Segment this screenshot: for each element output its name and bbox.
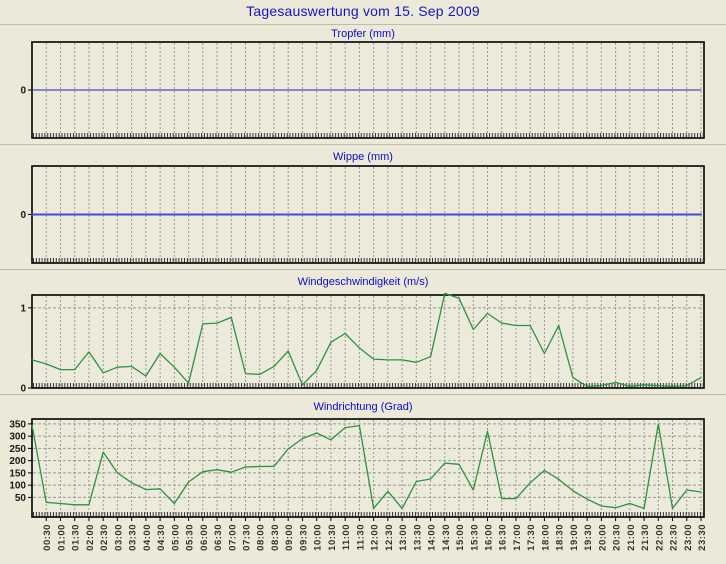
svg-text:07:30: 07:30: [242, 524, 253, 551]
svg-text:15:00: 15:00: [455, 524, 466, 551]
svg-text:02:30: 02:30: [99, 524, 110, 551]
svg-text:300: 300: [9, 432, 26, 443]
svg-text:09:30: 09:30: [298, 524, 309, 551]
svg-text:100: 100: [9, 481, 26, 492]
svg-text:17:30: 17:30: [526, 524, 537, 551]
svg-text:23:30: 23:30: [697, 524, 708, 551]
separator-line: [0, 269, 726, 271]
svg-text:150: 150: [9, 468, 26, 479]
svg-text:11:30: 11:30: [355, 524, 366, 550]
svg-text:350: 350: [9, 419, 26, 430]
svg-text:03:00: 03:00: [113, 524, 124, 551]
tropfer-panel: Tropfer (mm) 0: [0, 26, 726, 144]
svg-text:0: 0: [20, 384, 26, 395]
svg-text:10:00: 10:00: [313, 524, 324, 551]
svg-text:22:00: 22:00: [654, 524, 665, 551]
svg-text:18:30: 18:30: [555, 524, 566, 551]
svg-text:21:00: 21:00: [626, 524, 637, 551]
svg-text:200: 200: [9, 456, 26, 467]
svg-text:20:30: 20:30: [612, 524, 623, 551]
svg-text:14:30: 14:30: [441, 524, 452, 551]
wippe-panel: Wippe (mm) 0: [0, 146, 726, 269]
svg-text:09:00: 09:00: [284, 524, 295, 551]
svg-text:07:00: 07:00: [227, 524, 238, 551]
svg-text:02:00: 02:00: [85, 524, 96, 551]
separator-line: [0, 24, 726, 26]
winddirection-chart-title: Windrichtung (Grad): [313, 401, 413, 413]
svg-text:20:00: 20:00: [597, 524, 608, 551]
separator-line: [0, 144, 726, 146]
page-title: Tagesauswertung vom 15. Sep 2009: [246, 3, 480, 19]
svg-text:00:30: 00:30: [42, 524, 53, 551]
svg-text:03:30: 03:30: [128, 524, 139, 551]
svg-text:19:00: 19:00: [569, 524, 580, 551]
windspeed-chart: 01: [20, 292, 705, 395]
svg-text:1: 1: [20, 303, 26, 314]
svg-text:05:30: 05:30: [185, 524, 196, 551]
separator-line: [0, 394, 726, 396]
svg-text:0: 0: [20, 210, 26, 221]
svg-text:11:00: 11:00: [341, 524, 352, 550]
svg-text:23:00: 23:00: [683, 524, 694, 551]
svg-text:13:30: 13:30: [412, 524, 423, 551]
svg-text:21:30: 21:30: [640, 524, 651, 551]
svg-text:08:30: 08:30: [270, 524, 281, 551]
svg-text:06:30: 06:30: [213, 524, 224, 551]
svg-text:04:00: 04:00: [142, 524, 153, 551]
svg-text:50: 50: [15, 493, 27, 504]
wippe-chart-title: Wippe (mm): [333, 151, 393, 163]
svg-text:13:00: 13:00: [398, 524, 409, 551]
svg-text:0: 0: [20, 86, 26, 97]
svg-text:05:00: 05:00: [170, 524, 181, 551]
svg-text:01:30: 01:30: [71, 524, 82, 551]
svg-text:18:00: 18:00: [540, 524, 551, 551]
svg-text:15:30: 15:30: [469, 524, 480, 551]
winddirection-panel: Windrichtung (Grad) 50 100 150 200 250 300 350…: [0, 396, 726, 564]
svg-text:19:30: 19:30: [583, 524, 594, 551]
wippe-chart: 0: [20, 165, 705, 264]
tropfer-chart: 0: [20, 41, 705, 139]
svg-text:14:00: 14:00: [427, 524, 438, 551]
svg-text:17:00: 17:00: [512, 524, 523, 551]
svg-text:06:00: 06:00: [199, 524, 210, 551]
tropfer-chart-title: Tropfer (mm): [331, 28, 395, 40]
svg-text:12:30: 12:30: [384, 524, 395, 551]
svg-text:22:30: 22:30: [669, 524, 680, 551]
windspeed-chart-title: Windgeschwindigkeit (m/s): [297, 276, 429, 288]
svg-text:10:30: 10:30: [327, 524, 338, 551]
svg-text:16:00: 16:00: [483, 524, 494, 551]
svg-text:12:00: 12:00: [370, 524, 381, 551]
svg-text:04:30: 04:30: [156, 524, 167, 551]
svg-text:250: 250: [9, 444, 26, 455]
svg-text:08:00: 08:00: [256, 524, 267, 551]
svg-text:01:00: 01:00: [56, 524, 67, 551]
svg-text:16:30: 16:30: [498, 524, 509, 551]
